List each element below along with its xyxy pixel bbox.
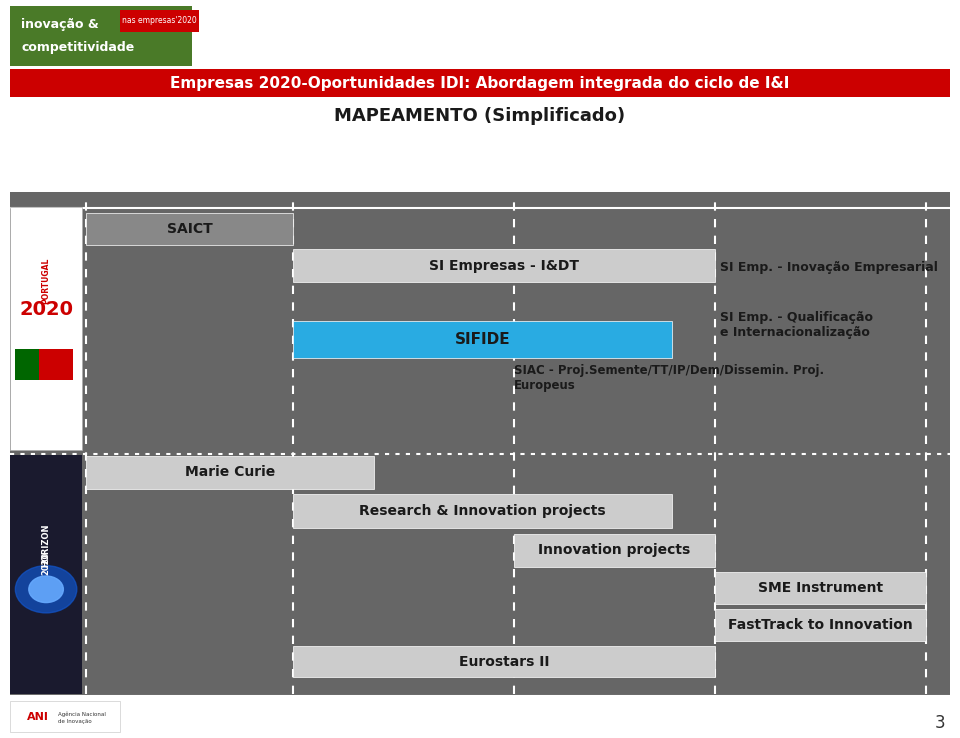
Circle shape xyxy=(15,565,77,613)
Text: Agência Nacional: Agência Nacional xyxy=(58,711,106,717)
Text: PORTUGAL: PORTUGAL xyxy=(41,258,51,303)
Text: TRL 2 - 8: TRL 2 - 8 xyxy=(476,712,551,727)
FancyBboxPatch shape xyxy=(10,69,950,97)
FancyBboxPatch shape xyxy=(715,609,926,641)
Text: SIAC - Proj.Semente/TT/IP/Dem/Dissemin. Proj.
Europeus: SIAC - Proj.Semente/TT/IP/Dem/Dissemin. … xyxy=(514,364,824,392)
Text: SAICT: SAICT xyxy=(167,222,212,235)
FancyBboxPatch shape xyxy=(86,456,374,489)
Text: de Inovação: de Inovação xyxy=(58,720,91,724)
FancyBboxPatch shape xyxy=(293,249,715,282)
Text: I&D Fundamental: I&D Fundamental xyxy=(93,141,224,154)
Text: 2020: 2020 xyxy=(41,552,51,575)
Text: nas empresas'2020: nas empresas'2020 xyxy=(122,16,197,25)
Text: ANI: ANI xyxy=(27,711,49,722)
FancyBboxPatch shape xyxy=(86,213,293,245)
Text: FastTrack to Innovation: FastTrack to Innovation xyxy=(729,618,913,632)
Circle shape xyxy=(29,576,63,602)
Text: 2020: 2020 xyxy=(19,300,73,320)
FancyBboxPatch shape xyxy=(293,321,672,358)
Text: DT/Prot./Dem/LP: DT/Prot./Dem/LP xyxy=(533,141,658,154)
Text: Mercado: Mercado xyxy=(779,141,844,154)
Text: competitividade: competitividade xyxy=(21,41,134,55)
Text: 3: 3 xyxy=(935,714,946,732)
FancyBboxPatch shape xyxy=(120,10,199,32)
Text: SME Instrument: SME Instrument xyxy=(758,581,883,595)
FancyBboxPatch shape xyxy=(514,534,715,567)
Text: inovação &: inovação & xyxy=(21,18,99,31)
Text: SI Empresas - I&DT: SI Empresas - I&DT xyxy=(429,259,579,272)
Text: Empresas 2020-Oportunidades IDI: Abordagem integrada do ciclo de I&I: Empresas 2020-Oportunidades IDI: Abordag… xyxy=(170,76,790,91)
FancyBboxPatch shape xyxy=(10,6,192,66)
Text: HORIZON: HORIZON xyxy=(41,523,51,567)
FancyBboxPatch shape xyxy=(10,455,82,694)
FancyBboxPatch shape xyxy=(293,494,672,528)
Text: I&D Aplicado: I&D Aplicado xyxy=(317,141,413,154)
Text: TRL 0 - 3: TRL 0 - 3 xyxy=(155,712,229,727)
Text: TRL 8 - 9: TRL 8 - 9 xyxy=(774,712,849,727)
FancyBboxPatch shape xyxy=(715,572,926,604)
FancyBboxPatch shape xyxy=(15,349,39,380)
Text: Marie Curie: Marie Curie xyxy=(185,466,276,479)
Text: Innovation projects: Innovation projects xyxy=(539,543,690,557)
Text: Eurostars II: Eurostars II xyxy=(459,655,549,669)
FancyBboxPatch shape xyxy=(39,349,73,380)
Text: Research & Innovation projects: Research & Innovation projects xyxy=(359,504,606,518)
FancyBboxPatch shape xyxy=(293,646,715,677)
Text: SI Emp. - Inovação Empresarial: SI Emp. - Inovação Empresarial xyxy=(720,261,938,274)
FancyBboxPatch shape xyxy=(10,207,82,450)
FancyBboxPatch shape xyxy=(10,701,120,732)
Text: SI Emp. - Qualificação
e Internacionalização: SI Emp. - Qualificação e Internacionaliz… xyxy=(720,311,873,339)
Text: MAPEAMENTO (Simplificado): MAPEAMENTO (Simplificado) xyxy=(334,107,626,125)
FancyBboxPatch shape xyxy=(10,192,950,697)
Text: SIFIDE: SIFIDE xyxy=(455,332,510,347)
